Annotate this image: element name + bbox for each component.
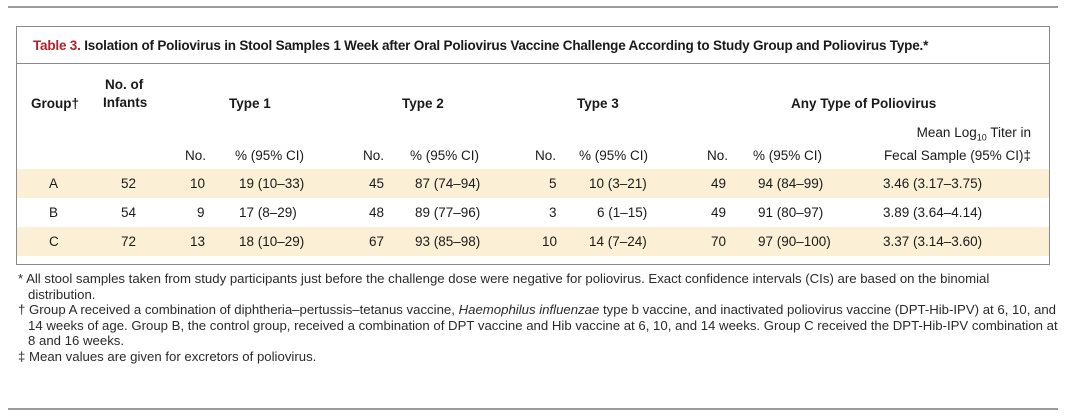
cell-group: A: [49, 176, 59, 191]
subheader-t1-no: No.: [185, 148, 207, 163]
header-group: Group†: [31, 96, 80, 111]
table-row: A 52 10 19 (10–33) 45 87 (74–94) 5 10 (3…: [17, 169, 1049, 198]
cell-t2-no: 48: [369, 205, 385, 220]
footnotes: * All stool samples taken from study par…: [18, 271, 1058, 364]
subheader-any-no: No.: [707, 148, 729, 163]
cell-t2-pct: 89 (77–96): [415, 205, 481, 220]
cell-t3-no: 10: [542, 234, 558, 249]
subheader-t3-pct: % (95% CI): [579, 148, 649, 163]
cell-titer: 3.37 (3.14–3.60): [883, 234, 983, 249]
cell-t3-no: 5: [549, 176, 557, 191]
table-label: Table 3.: [33, 38, 81, 53]
subheader-t2-no: No.: [363, 148, 385, 163]
cell-t2-no: 67: [369, 234, 385, 249]
bottom-rule: [8, 408, 1058, 410]
table-row: C 72 13 18 (10–29) 67 93 (85–98) 10 14 (…: [17, 227, 1049, 256]
header-type3: Type 3: [577, 96, 619, 111]
cell-t3-pct: 6 (1–15): [597, 205, 648, 220]
header-any-type: Any Type of Poliovirus: [791, 96, 937, 111]
header-infants-line1: No. of: [105, 77, 144, 92]
cell-group: B: [49, 205, 59, 220]
cell-any-pct: 94 (84–99): [758, 176, 824, 191]
cell-t2-no: 45: [369, 176, 385, 191]
table-title-bar: Table 3. Isolation of Poliovirus in Stoo…: [17, 27, 1049, 64]
subheader-any-pct: % (95% CI): [753, 148, 823, 163]
cell-infants: 54: [121, 205, 137, 220]
header-type1: Type 1: [229, 96, 271, 111]
cell-t3-pct: 10 (3–21): [589, 176, 647, 191]
subheader-t3-no: No.: [535, 148, 557, 163]
cell-any-no: 49: [711, 205, 727, 220]
cell-group: C: [49, 234, 59, 249]
cell-t1-no: 10: [190, 176, 206, 191]
cell-t2-pct: 93 (85–98): [415, 234, 481, 249]
subheader-titer-line1: Mean Log10 Titer in: [916, 125, 1031, 143]
cell-t1-pct: 17 (8–29): [239, 205, 297, 220]
table-row: B 54 9 17 (8–29) 48 89 (77–96) 3 6 (1–15…: [17, 198, 1049, 227]
cell-t2-pct: 87 (74–94): [415, 176, 481, 191]
cell-t1-no: 9: [197, 205, 205, 220]
cell-titer: 3.89 (3.64–4.14): [883, 205, 983, 220]
table-container: Table 3. Isolation of Poliovirus in Stoo…: [16, 26, 1050, 265]
cell-infants: 52: [121, 176, 137, 191]
cell-t1-pct: 19 (10–33): [239, 176, 305, 191]
table-title: Isolation of Poliovirus in Stool Samples…: [84, 38, 929, 53]
footnote-star: * All stool samples taken from study par…: [18, 271, 990, 302]
top-rule: [8, 6, 1058, 8]
cell-any-pct: 91 (80–97): [758, 205, 824, 220]
cell-any-no: 49: [711, 176, 727, 191]
subheader-t1-pct: % (95% CI): [235, 148, 305, 163]
header-infants-line2: Infants: [103, 95, 148, 110]
cell-t1-pct: 18 (10–29): [239, 234, 305, 249]
footnote-dagger: † Group A received a combination of diph…: [18, 302, 1058, 348]
cell-any-pct: 97 (90–100): [758, 234, 831, 249]
cell-any-no: 70: [711, 234, 727, 249]
footnote-double-dagger: ‡ Mean values are given for excretors of…: [18, 348, 317, 364]
table-body: A 52 10 19 (10–33) 45 87 (74–94) 5 10 (3…: [17, 169, 1049, 256]
cell-titer: 3.46 (3.17–3.75): [883, 176, 983, 191]
cell-t3-no: 3: [549, 205, 557, 220]
subheader-titer-line2: Fecal Sample (95% CI)‡: [883, 148, 1031, 163]
header-type2: Type 2: [402, 96, 444, 111]
cell-t3-pct: 14 (7–24): [589, 234, 647, 249]
subheader-t2-pct: % (95% CI): [410, 148, 480, 163]
cell-t1-no: 13: [190, 234, 206, 249]
cell-infants: 72: [121, 234, 137, 249]
